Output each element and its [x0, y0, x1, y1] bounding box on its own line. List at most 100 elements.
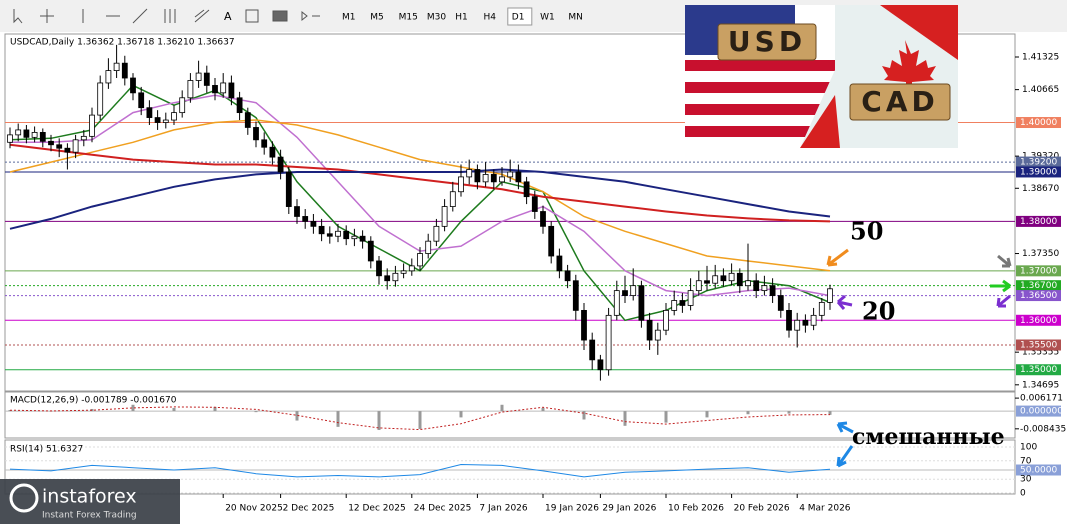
y-tick-label: 1.40665: [1022, 85, 1059, 95]
toolbar-icons: [13, 8, 320, 24]
tf-button[interactable]: M30: [427, 13, 446, 23]
tf-button[interactable]: MN: [568, 13, 583, 23]
macd-bar: [213, 406, 217, 412]
tf-button[interactable]: M1: [342, 13, 356, 23]
macd-bar: [131, 404, 135, 412]
moving-average: [9, 168, 831, 230]
candle-body: [687, 290, 694, 306]
level-box: [1016, 314, 1061, 326]
annotation-50: 50: [850, 217, 883, 246]
candle-body: [769, 285, 776, 296]
candle-body: [146, 107, 153, 118]
stripe: [685, 104, 835, 115]
text-icon: A: [224, 10, 232, 23]
macd-signal: [9, 406, 831, 431]
shape-icon: [272, 10, 288, 22]
macd-bar: [787, 411, 791, 414]
candle-body: [441, 206, 448, 227]
tf-button[interactable]: H4: [484, 13, 497, 23]
y-tick-label: 1.41325: [1022, 53, 1059, 63]
maple-leaf: [882, 40, 936, 100]
candle-body: [810, 314, 817, 326]
usd-tiles: [717, 23, 817, 61]
candle-body: [7, 134, 13, 143]
level-label: 1.36500: [1020, 291, 1057, 301]
level-box: [1016, 156, 1061, 168]
candle-body: [597, 359, 604, 371]
x-tick-label: 7 Jan 2026: [479, 504, 527, 514]
candle-body: [458, 176, 464, 193]
candle-body: [466, 169, 473, 178]
candle-body: [490, 174, 497, 183]
level-box: [1016, 339, 1061, 351]
x-tick-label: 10 Feb 2026: [668, 504, 724, 514]
candle-body: [712, 275, 719, 284]
arrow-50: [826, 248, 849, 267]
tf-button[interactable]: H1: [455, 13, 468, 23]
arrow-green: [990, 279, 1011, 293]
fibo-icon: [194, 9, 210, 23]
candle-body: [638, 285, 645, 321]
candle-body: [474, 169, 481, 183]
candle-body: [540, 211, 546, 227]
moving-average: [9, 143, 831, 223]
tf-button[interactable]: D1: [512, 13, 525, 23]
candle-body: [220, 82, 227, 94]
macd-pane: [4, 391, 1016, 439]
channel-icon: [164, 9, 176, 23]
candle-body: [318, 225, 325, 235]
moving-average: [9, 119, 831, 272]
ca-red: [800, 95, 840, 148]
candle-body: [285, 171, 292, 207]
candle-body: [622, 290, 628, 296]
candle-body: [253, 127, 259, 141]
arrow-purple: [996, 294, 1011, 308]
arrow-macd: [836, 421, 854, 434]
timeframes: M1 M5 M15 M30 H1 H4 D1 W1 MN: [342, 7, 583, 26]
rsi-tick-label: 30: [1020, 475, 1032, 485]
macd-bar: [500, 404, 504, 412]
banner: USD CAD: [685, 5, 958, 148]
macd-bar: [541, 407, 545, 412]
cad-text: CAD: [861, 85, 938, 118]
macd-bar: [254, 411, 258, 413]
candle-body: [48, 140, 54, 146]
candle-body: [351, 235, 358, 240]
arrow-gray: [997, 254, 1012, 268]
candle-body: [654, 329, 661, 341]
candle-body: [679, 300, 686, 306]
macd-bar: [418, 411, 422, 429]
rsi-tick-label: 70: [1020, 456, 1032, 466]
level-label: 1.36000: [1020, 316, 1057, 326]
candle-body: [589, 339, 596, 361]
candle-body: [646, 319, 653, 341]
candle-body: [818, 301, 825, 316]
x-tick-label: 12 Dec 2025: [348, 504, 406, 514]
macd-bar: [90, 408, 94, 412]
usd-text: USD: [728, 25, 806, 58]
macd-bar: [705, 411, 709, 418]
macd-label: MACD(12,26,9) -0.001789 -0.001670: [10, 396, 177, 406]
candle-body: [121, 62, 128, 79]
candle-body: [400, 270, 407, 274]
label-icon: [245, 9, 259, 23]
tf-button[interactable]: M15: [399, 13, 418, 23]
rsi-box: [1016, 464, 1061, 476]
y-tick-label: 1.34695: [1022, 380, 1059, 390]
candle-body: [728, 272, 735, 282]
level-label: 1.37000: [1020, 266, 1057, 276]
tf-button[interactable]: W1: [540, 13, 555, 23]
macd-tick-label: 0.006171: [1020, 394, 1063, 404]
candle-body: [195, 72, 202, 81]
macd-bar: [828, 411, 832, 415]
candle-body: [171, 112, 177, 121]
x-tick-label: 19 Jan 2026: [545, 504, 599, 514]
level-box: [1016, 117, 1061, 129]
candle-body: [359, 235, 366, 242]
tf-button[interactable]: M5: [370, 13, 384, 23]
candle-body: [613, 290, 620, 316]
candle-body: [425, 240, 432, 254]
candle-body: [720, 275, 727, 282]
candle-body: [671, 300, 678, 311]
annotation-20: 20: [862, 297, 895, 326]
